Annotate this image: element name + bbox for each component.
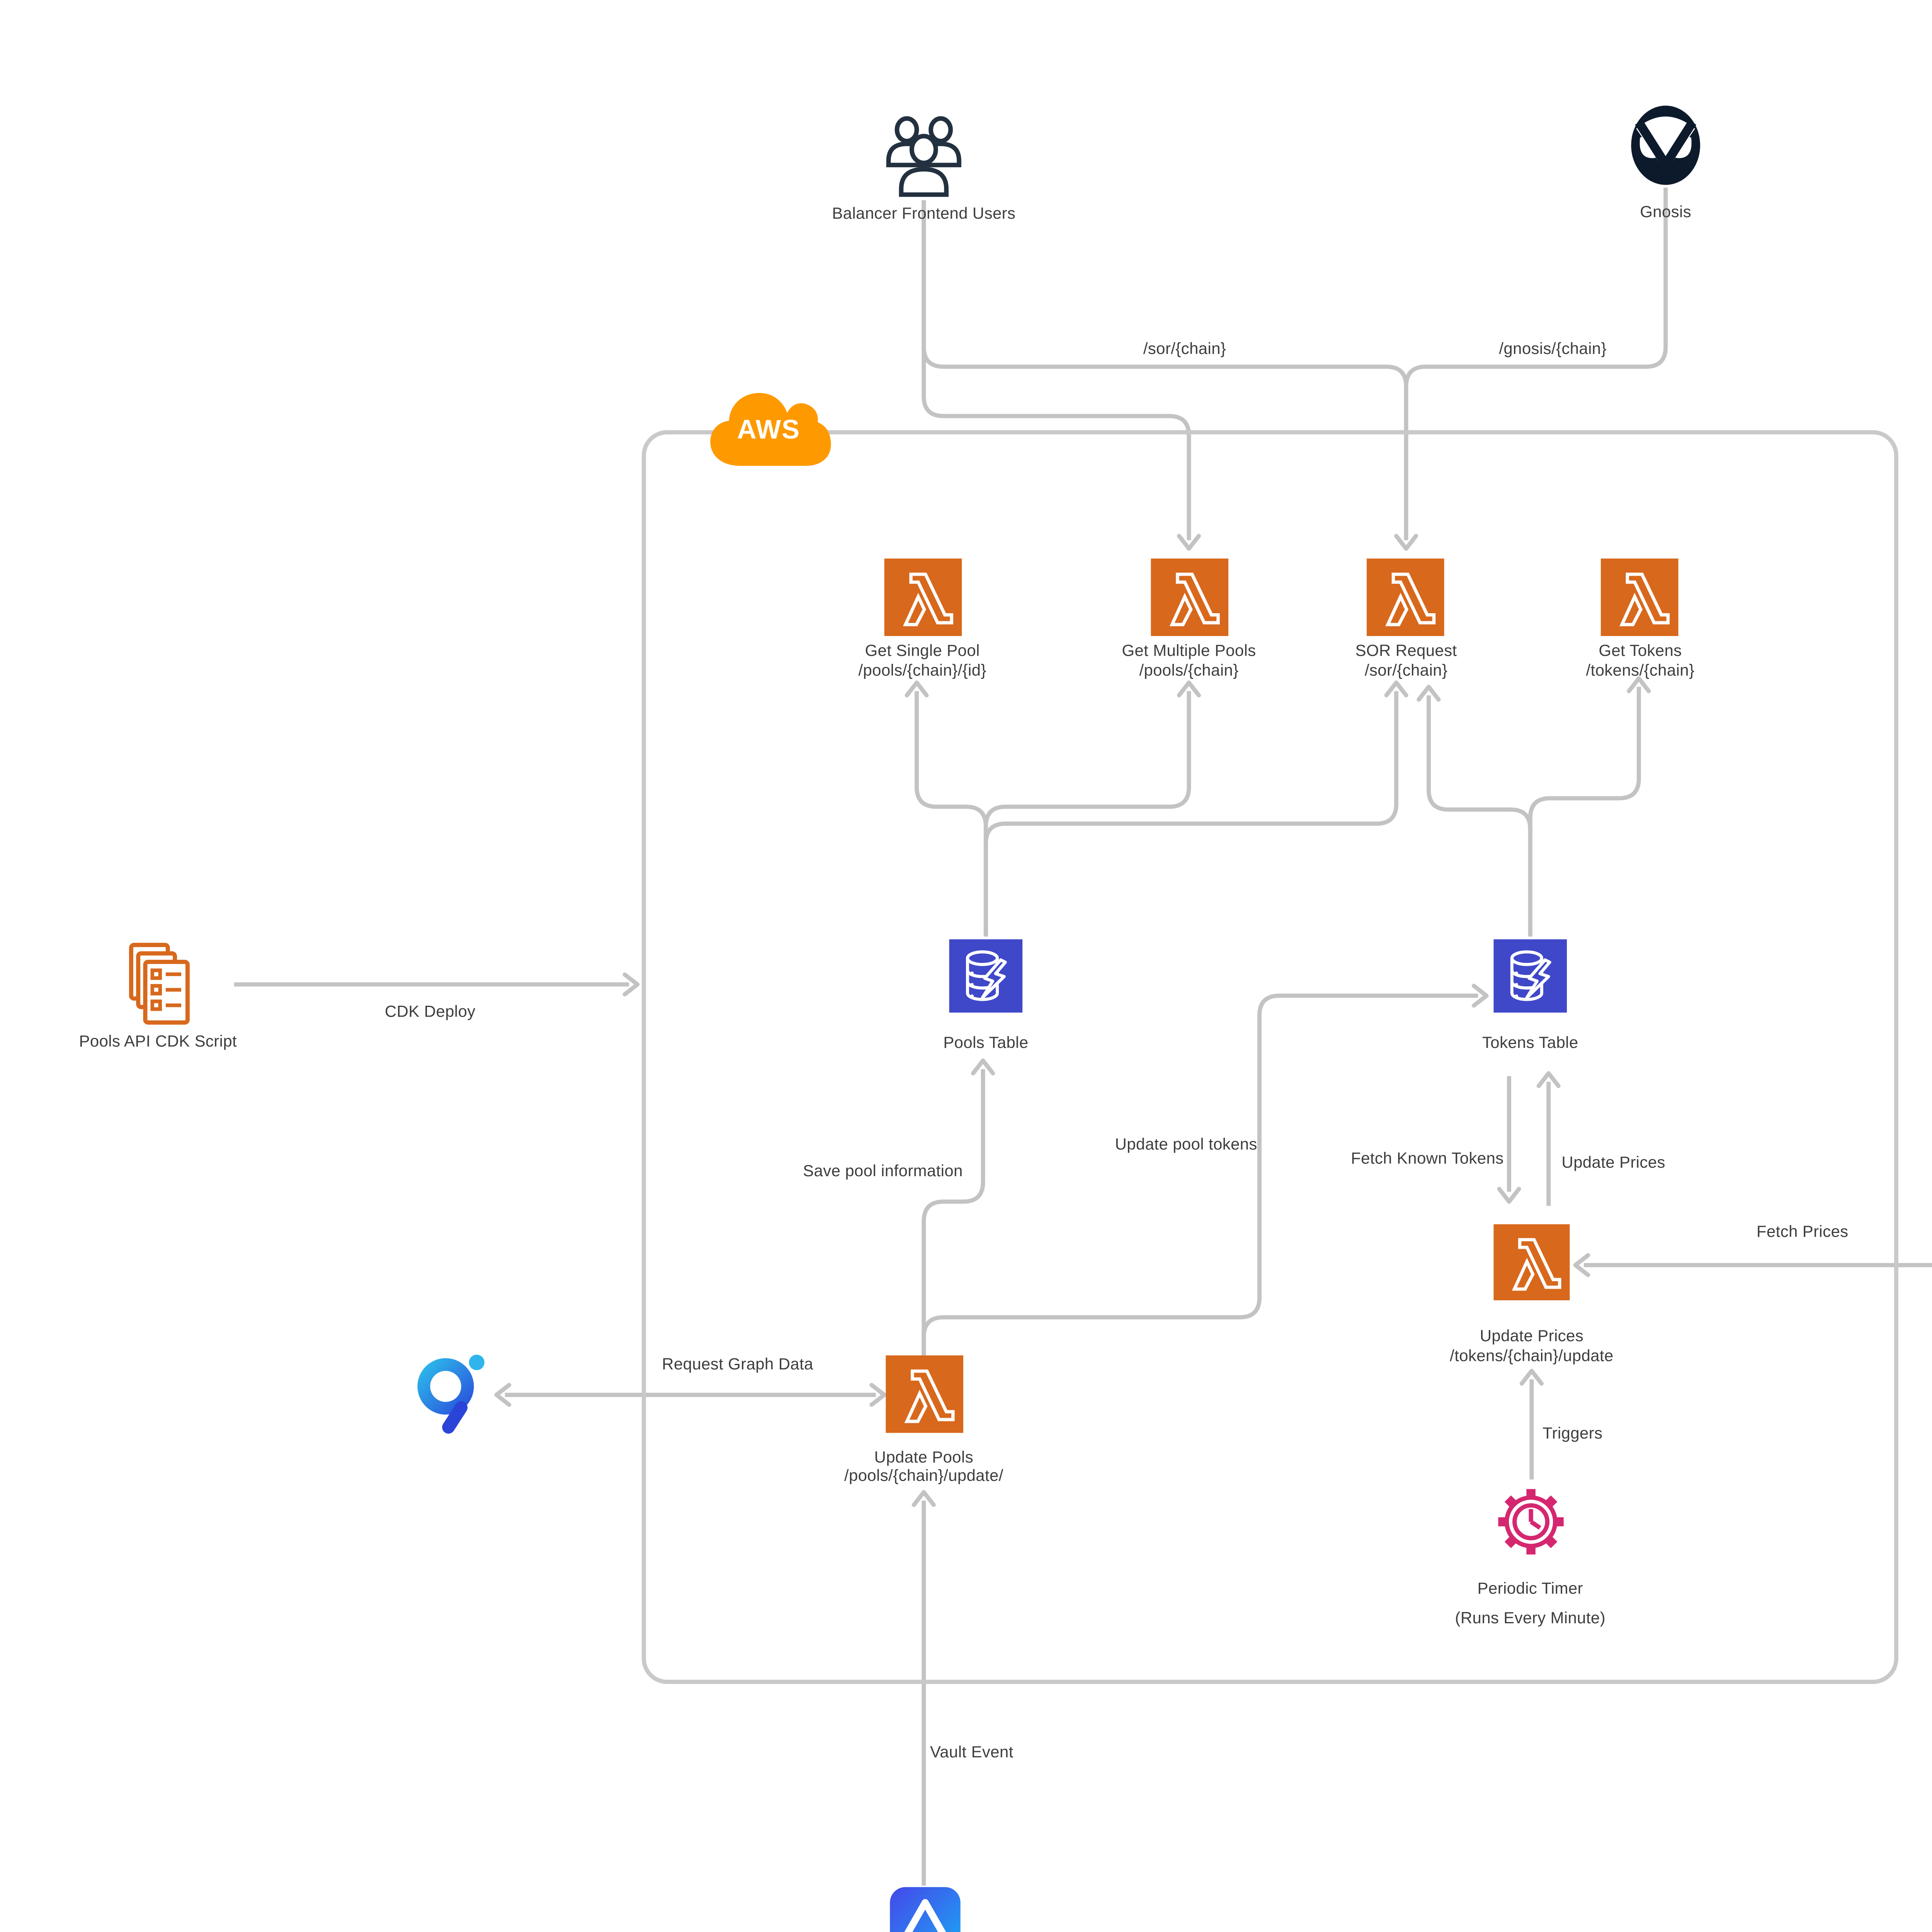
update-pools-path: /pools/{chain}/update/ (844, 1468, 1003, 1485)
node-gnosis (1625, 100, 1707, 190)
aws-cloud-icon: AWS (702, 385, 835, 472)
gnosis-caption: Gnosis (1640, 204, 1692, 222)
cloud-icon (710, 393, 831, 466)
cdk-deploy-label: CDK Deploy (384, 1004, 476, 1021)
node-monitor-balancer-vault (890, 1887, 961, 1932)
node-pools-api-cdk-script (127, 942, 192, 1027)
get-multiple-pools-caption: Get Multiple Pools (1122, 643, 1256, 660)
users-icon (886, 116, 961, 197)
get-single-pool-path: /pools/{chain}/{id} (858, 663, 986, 680)
periodic-timer-caption: Periodic Timer (1477, 1581, 1583, 1598)
get-multiple-pools-path: /pools/{chain} (1139, 663, 1239, 680)
update-pools-caption: Update Pools (874, 1450, 973, 1467)
node-get-single-pool (884, 558, 962, 636)
fetch-known-tokens-label: Fetch Known Tokens (1351, 1151, 1504, 1168)
lambda-icon (886, 1355, 963, 1433)
node-pools-table (949, 939, 1023, 1013)
get-tokens-caption: Get Tokens (1599, 643, 1682, 660)
node-update-prices (1493, 1224, 1570, 1301)
node-balancer-frontend-users (877, 113, 970, 200)
tokens-table-caption: Tokens Table (1482, 1035, 1578, 1052)
node-sor-request (1366, 558, 1444, 636)
timer-gear-clock-icon (1498, 1489, 1564, 1555)
lambda-icon (1493, 1224, 1570, 1301)
node-tokens-table (1493, 939, 1567, 1013)
update-prices-path: /tokens/{chain}/update (1450, 1348, 1614, 1366)
node-get-multiple-pools (1151, 558, 1229, 636)
save-pool-information-label: Save pool information (803, 1163, 963, 1181)
users-caption: Balancer Frontend Users (832, 206, 1016, 223)
dynamodb-icon (1493, 939, 1567, 1013)
aws-boundary-box (641, 430, 1898, 1684)
get-tokens-path: /tokens/{chain} (1586, 663, 1695, 680)
triggers-label: Triggers (1543, 1426, 1603, 1443)
gnosis-route-label: /gnosis/{chain} (1499, 341, 1607, 359)
update-pool-tokens-label: Update pool tokens (1115, 1136, 1257, 1154)
cdk-script-icon (129, 943, 190, 1025)
node-get-tokens (1600, 558, 1679, 636)
node-update-pools (886, 1355, 963, 1433)
sor-route-label: /sor/{chain} (1143, 341, 1226, 359)
lambda-icon (884, 558, 962, 636)
periodic-timer-subcaption: (Runs Every Minute) (1455, 1611, 1606, 1628)
gnosis-owl-icon (1631, 105, 1700, 185)
the-graph-icon (417, 1354, 485, 1434)
node-the-graph (413, 1351, 486, 1436)
lambda-icon (1366, 558, 1444, 636)
sor-request-path: /sor/{chain} (1364, 663, 1448, 680)
cdk-script-caption: Pools API CDK Script (79, 1034, 237, 1051)
fetch-prices-label: Fetch Prices (1756, 1224, 1849, 1241)
lambda-icon (1600, 558, 1679, 636)
update-prices-edge-label: Update Prices (1561, 1155, 1665, 1172)
pools-table-caption: Pools Table (943, 1035, 1029, 1052)
request-graph-data-label: Request Graph Data (662, 1357, 813, 1374)
vault-event-label: Vault Event (930, 1745, 1014, 1762)
update-prices-caption: Update Prices (1480, 1328, 1584, 1346)
aws-group-label: AWS (737, 417, 800, 447)
get-single-pool-caption: Get Single Pool (865, 643, 980, 660)
dynamodb-icon (949, 939, 1023, 1013)
vault-monitor-triangle-icon (904, 1899, 946, 1932)
node-periodic-timer (1492, 1481, 1570, 1563)
lambda-icon (1151, 558, 1229, 636)
sor-request-caption: SOR Request (1355, 643, 1457, 660)
